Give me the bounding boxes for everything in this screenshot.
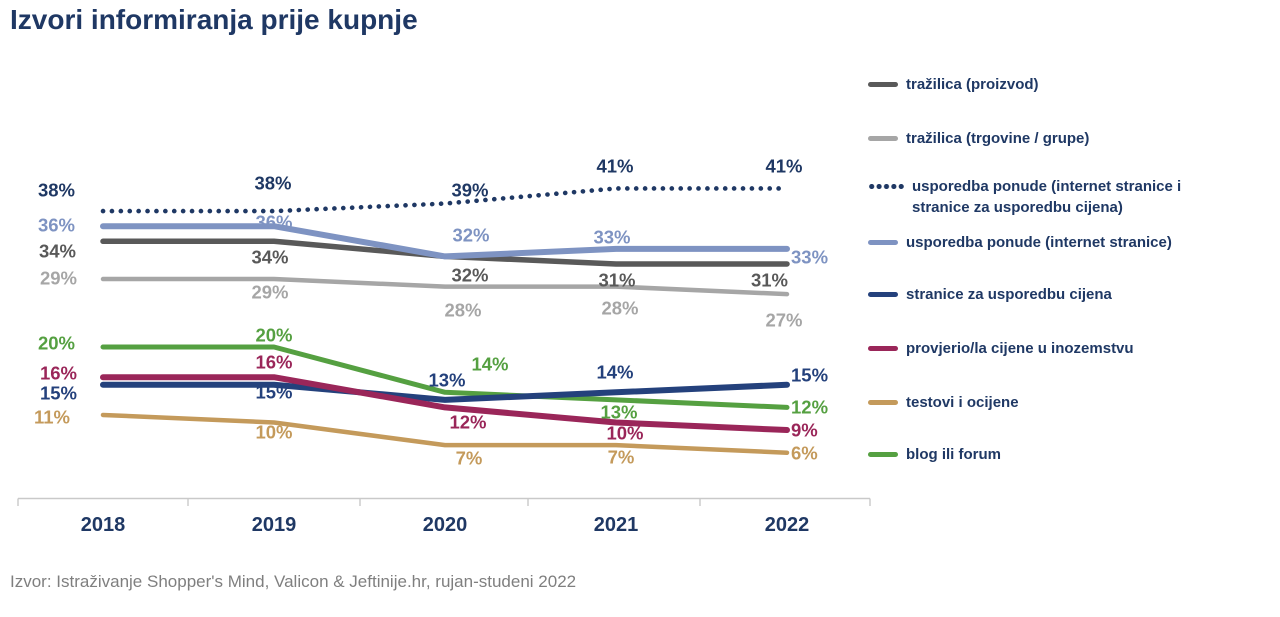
data-label: 33% <box>791 247 828 268</box>
series-line-4 <box>100 381 790 403</box>
legend-dotted-line-swatch <box>868 184 904 189</box>
data-label: 33% <box>593 227 630 248</box>
data-label: 14% <box>471 354 508 375</box>
data-label: 6% <box>791 443 818 464</box>
data-label: 32% <box>452 225 489 246</box>
data-label: 13% <box>428 370 465 391</box>
legend-line-swatch <box>868 82 898 87</box>
data-label: 31% <box>598 270 635 291</box>
x-axis-label: 2018 <box>81 514 126 536</box>
data-label: 10% <box>606 423 643 444</box>
series-line-6 <box>100 412 790 455</box>
series-line-7 <box>100 344 790 410</box>
data-label: 12% <box>449 412 486 433</box>
data-label: 39% <box>451 180 488 201</box>
chart-title: Izvori informiranja prije kupnje <box>10 4 418 35</box>
legend-item: blog ili forum <box>868 444 1224 465</box>
data-label: 36% <box>38 215 75 236</box>
data-label: 29% <box>251 282 288 303</box>
data-label: 14% <box>596 362 633 383</box>
series-line-0 <box>100 238 790 267</box>
legend-item: tražilica (trgovine / grupe) <box>868 128 1224 149</box>
series-line-3 <box>100 223 790 260</box>
data-label: 7% <box>608 447 635 468</box>
data-label: 12% <box>791 397 828 418</box>
series-line-2 <box>100 186 790 214</box>
x-axis-label: 2022 <box>765 514 810 536</box>
data-label: 41% <box>765 156 802 177</box>
data-label: 13% <box>600 402 637 423</box>
legend-line-swatch <box>868 240 898 245</box>
series-line-5 <box>100 374 790 434</box>
legend-line-swatch <box>868 346 898 351</box>
data-label: 20% <box>255 325 292 346</box>
x-axis-label: 2021 <box>594 514 639 536</box>
legend-label: tražilica (trgovine / grupe) <box>906 130 1090 147</box>
data-label: 29% <box>40 268 77 289</box>
data-label: 16% <box>40 363 77 384</box>
legend-item: testovi i ocijene <box>868 392 1224 413</box>
data-label: 16% <box>255 352 292 373</box>
legend: tražilica (proizvod) tražilica (trgovine… <box>868 0 1274 500</box>
data-label: 27% <box>765 310 802 331</box>
legend-item: provjerio/la cijene u inozemstvu <box>868 338 1224 359</box>
data-label: 10% <box>255 422 292 443</box>
legend-label: tražilica (proizvod) <box>906 76 1039 93</box>
data-label: 9% <box>791 420 818 441</box>
legend-label: blog ili forum <box>906 446 1001 463</box>
data-label: 32% <box>451 265 488 286</box>
data-label: 38% <box>254 173 291 194</box>
legend-item: tražilica (proizvod) <box>868 74 1224 95</box>
data-label: 41% <box>596 156 633 177</box>
data-label: 34% <box>251 247 288 268</box>
data-label: 15% <box>255 382 292 403</box>
legend-label: usporedba ponude (internet stranice i st… <box>912 178 1182 216</box>
data-label: 20% <box>38 333 75 354</box>
legend-item: usporedba ponude (internet stranice i st… <box>868 176 1230 218</box>
data-label: 28% <box>601 298 638 319</box>
line-chart: 34% 34% 32% 31% 31% 29% 29% 28% 28% 27% 38% 38% 39% 4… <box>17 156 871 536</box>
legend-item: stranice za usporedbu cijena <box>868 284 1224 305</box>
x-axis-label: 2020 <box>423 514 468 536</box>
data-label: 31% <box>751 270 788 291</box>
legend-item: usporedba ponude (internet stranice) <box>868 232 1224 253</box>
legend-line-swatch <box>868 136 898 141</box>
data-label: 28% <box>444 300 481 321</box>
legend-line-swatch <box>868 292 898 297</box>
data-label: 7% <box>456 448 483 469</box>
legend-label: provjerio/la cijene u inozemstvu <box>906 340 1134 357</box>
legend-label: testovi i ocijene <box>906 394 1019 411</box>
series-line-1 <box>100 276 790 297</box>
data-label: 11% <box>34 407 70 428</box>
data-label: 15% <box>791 365 828 386</box>
legend-label: usporedba ponude (internet stranice) <box>906 234 1172 251</box>
legend-label: stranice za usporedbu cijena <box>906 286 1112 303</box>
data-label: 36% <box>255 212 292 233</box>
data-label: 38% <box>38 180 75 201</box>
data-label: 15% <box>40 383 77 404</box>
source-note: Izvor: Istraživanje Shopper's Mind, Vali… <box>10 572 577 591</box>
data-label: 34% <box>39 241 76 262</box>
legend-line-swatch <box>868 452 898 457</box>
legend-line-swatch <box>868 400 898 405</box>
x-axis-label: 2019 <box>252 514 297 536</box>
